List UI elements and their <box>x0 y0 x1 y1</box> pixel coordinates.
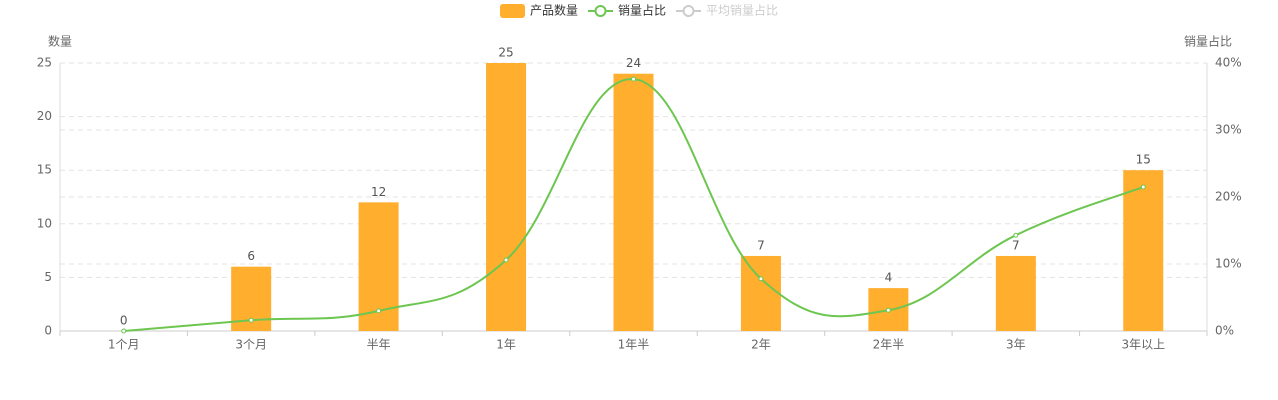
data-label: 4 <box>885 271 893 285</box>
legend-swatch[interactable] <box>594 5 607 17</box>
x-tick-label: 3年以上 <box>1121 338 1165 352</box>
y-tick-label: 25 <box>37 56 52 70</box>
point <box>248 317 254 323</box>
point <box>631 76 636 82</box>
x-tick-label: 1个月 <box>108 338 140 352</box>
y-tick-label: 10 <box>37 216 52 230</box>
x-tick-label: 1年 <box>496 338 516 352</box>
y2-tick-label: 40% <box>1215 56 1242 70</box>
data-label: 25 <box>498 46 513 60</box>
legend-label[interactable]: 平均销量占比 <box>706 3 778 18</box>
y2-tick-label: 10% <box>1215 257 1242 271</box>
x-tick-label: 半年 <box>367 338 391 352</box>
legend-label[interactable]: 销量占比 <box>618 3 666 18</box>
data-label: 7 <box>757 238 765 252</box>
point <box>885 307 891 313</box>
data-label: 6 <box>247 249 255 263</box>
point <box>1140 184 1146 190</box>
y-tick-label: 0 <box>44 324 52 338</box>
x-tick-label: 3个月 <box>235 338 267 352</box>
legend-swatch[interactable] <box>682 5 695 17</box>
point <box>758 276 764 282</box>
x-tick-label: 3年 <box>1006 338 1026 352</box>
y2-tick-label: 0% <box>1215 324 1234 338</box>
x-tick-label: 2年半 <box>873 338 905 352</box>
legend-label[interactable]: 产品数量 <box>530 3 578 18</box>
y2-tick-label: 20% <box>1215 190 1242 204</box>
y2-axis-label: 销量占比 <box>1184 34 1232 49</box>
data-label: 0 <box>120 314 128 328</box>
bar <box>613 73 654 331</box>
y2-tick-label: 30% <box>1215 123 1242 137</box>
y-tick-label: 20 <box>37 109 52 123</box>
point <box>503 257 509 263</box>
data-label: 7 <box>1012 238 1020 252</box>
data-label: 12 <box>371 185 386 199</box>
point <box>1013 232 1019 238</box>
point <box>121 328 127 334</box>
x-tick-label: 2年 <box>751 338 771 352</box>
bar <box>1123 170 1164 331</box>
data-label: 24 <box>626 56 641 70</box>
y-tick-label: 5 <box>44 270 52 284</box>
y-axis-label: 数量 <box>48 34 72 49</box>
bar <box>740 255 781 331</box>
legend-swatch[interactable] <box>500 4 525 18</box>
y-tick-label: 15 <box>37 163 52 177</box>
point <box>376 308 382 314</box>
data-label: 15 <box>1136 153 1151 167</box>
bar <box>995 255 1036 331</box>
x-tick-label: 1年半 <box>618 338 650 352</box>
bar <box>486 63 527 331</box>
